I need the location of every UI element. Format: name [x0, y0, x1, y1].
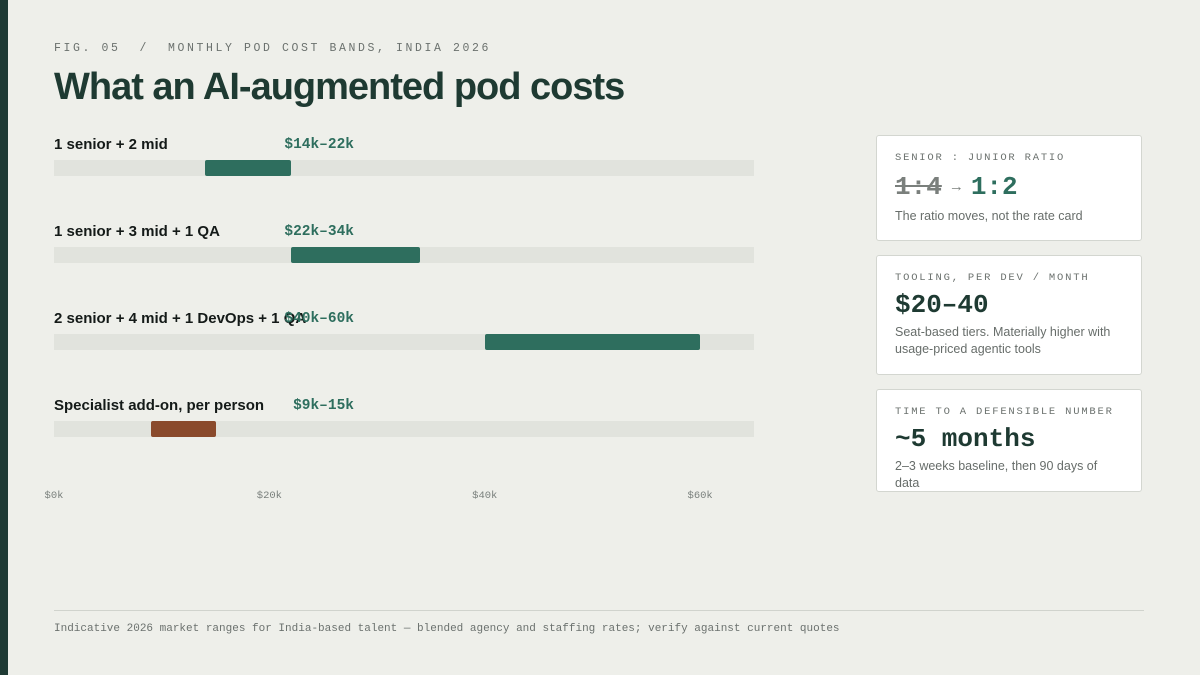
card-value: $20–40 [895, 290, 989, 320]
bar-track [54, 421, 754, 437]
row-range-label: $22k–34k [284, 224, 354, 240]
bar-track [54, 160, 754, 176]
range-bar [150, 421, 216, 437]
x-tick-label: $60k [687, 490, 713, 502]
row-label: 2 senior + 4 mid + 1 DevOps + 1 QA [54, 310, 307, 327]
card-label: TIME TO A DEFENSIBLE NUMBER [895, 406, 1114, 418]
arrow-icon: → [951, 178, 961, 196]
card-label: TOOLING, PER DEV / MONTH [895, 272, 1090, 284]
bar-track [54, 247, 754, 263]
accent-stripe [0, 0, 8, 675]
row-label: 1 senior + 3 mid + 1 QA [54, 223, 220, 240]
figure-eyebrow: FIG. 05 / MONTHLY POD COST BANDS, INDIA … [54, 42, 492, 55]
x-tick-label: $40k [472, 490, 498, 502]
card-note: 2–3 weeks baseline, then 90 days of data [895, 459, 1098, 490]
row-label: 1 senior + 2 mid [54, 136, 168, 153]
card-value: ~5 months [895, 424, 1036, 454]
row-range-label: $40k–60k [284, 311, 354, 327]
row-label: Specialist add-on, per person [54, 397, 265, 414]
tooling-card: TOOLING, PER DEV / MONTH $20–40 Seat-bas… [876, 255, 1142, 375]
page-title: What an AI-augmented pod costs [54, 66, 625, 108]
x-tick-label: $20k [256, 490, 282, 502]
ratio-card: SENIOR : JUNIOR RATIO 1:4 → 1:2 The ratio … [876, 135, 1142, 241]
footer-divider [54, 610, 1144, 611]
ratio-value: 1:4 → 1:2 [895, 172, 1018, 202]
old-ratio: 1:4 [895, 172, 942, 202]
range-bar [290, 247, 421, 263]
row-range-label: $14k–22k [284, 137, 354, 153]
cost-band-chart: 1 senior + 2 mid $14k–22k 1 senior + 3 m… [44, 136, 754, 502]
footnote: Indicative 2026 market ranges for India-… [54, 623, 840, 635]
x-tick-label: $0k [44, 490, 64, 502]
range-bar [484, 334, 701, 350]
range-bar [204, 160, 291, 176]
card-note: Seat-based tiers. Materially higher with… [895, 325, 1111, 356]
new-ratio: 1:2 [970, 172, 1018, 202]
card-note: The ratio moves, not the rate card [895, 209, 1083, 223]
timeline-card: TIME TO A DEFENSIBLE NUMBER ~5 months 2–… [876, 389, 1142, 492]
card-label: SENIOR : JUNIOR RATIO [895, 152, 1066, 164]
row-range-label: $9k–15k [293, 398, 354, 414]
bar-track [54, 334, 754, 350]
